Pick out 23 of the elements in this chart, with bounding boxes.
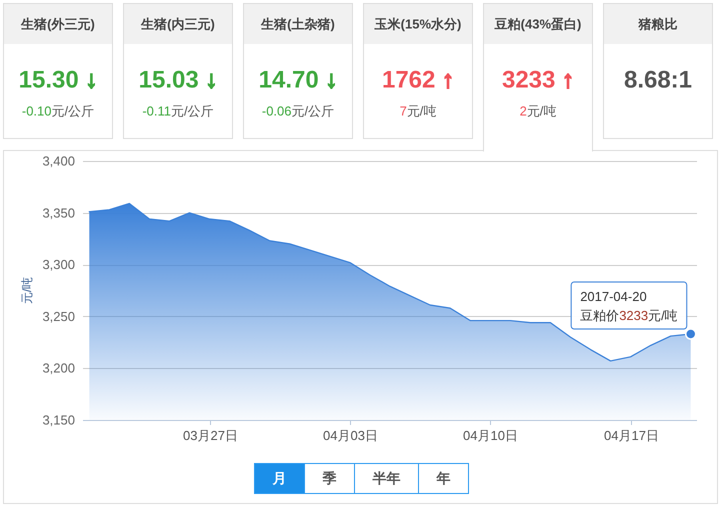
- y-axis-title: 元/吨: [20, 276, 34, 304]
- y-tick-label: 3,200: [42, 360, 75, 376]
- period-tab-selected: 月: [254, 463, 305, 494]
- x-tick-label: 04月17日: [604, 428, 659, 443]
- price-card: 猪粮比 8.68:1: [603, 3, 713, 139]
- annotation: 2017-04-20 豆粕价3233元/吨: [580, 289, 678, 324]
- price-card: 生猪(外三元) 15.30 ↓ -0.10元/公斤: [3, 3, 113, 139]
- y-tick-label: 3,250: [42, 308, 75, 324]
- x-tick-label: 04月10日: [463, 428, 518, 443]
- price-card: 豆粕(43%蛋白) 3233 ↑ 2元/吨: [483, 3, 593, 152]
- period-tab: 季: [304, 463, 355, 494]
- price-card: 生猪(土杂猪) 14.70 ↓ -0.06元/公斤: [243, 3, 353, 139]
- x-tick-label: 03月27日: [183, 428, 238, 443]
- period-tab: 半年: [354, 463, 419, 494]
- y-tick-label: 3,400: [42, 154, 75, 168]
- price-card: 生猪(内三元) 15.03 ↓ -0.11元/公斤: [123, 3, 233, 139]
- y-tick-label: 3,150: [42, 412, 75, 428]
- price-card: 玉米(15%水分) 1762 ↑ 7元/吨: [363, 3, 473, 139]
- y-tick-label: 3,350: [42, 205, 75, 220]
- x-tick-label: 04月03日: [323, 428, 378, 443]
- period-tab: 年: [418, 463, 469, 494]
- y-tick-label: 3,300: [42, 257, 75, 272]
- tooltip: 2017-04-20 豆粕价3233元/吨: [570, 282, 688, 330]
